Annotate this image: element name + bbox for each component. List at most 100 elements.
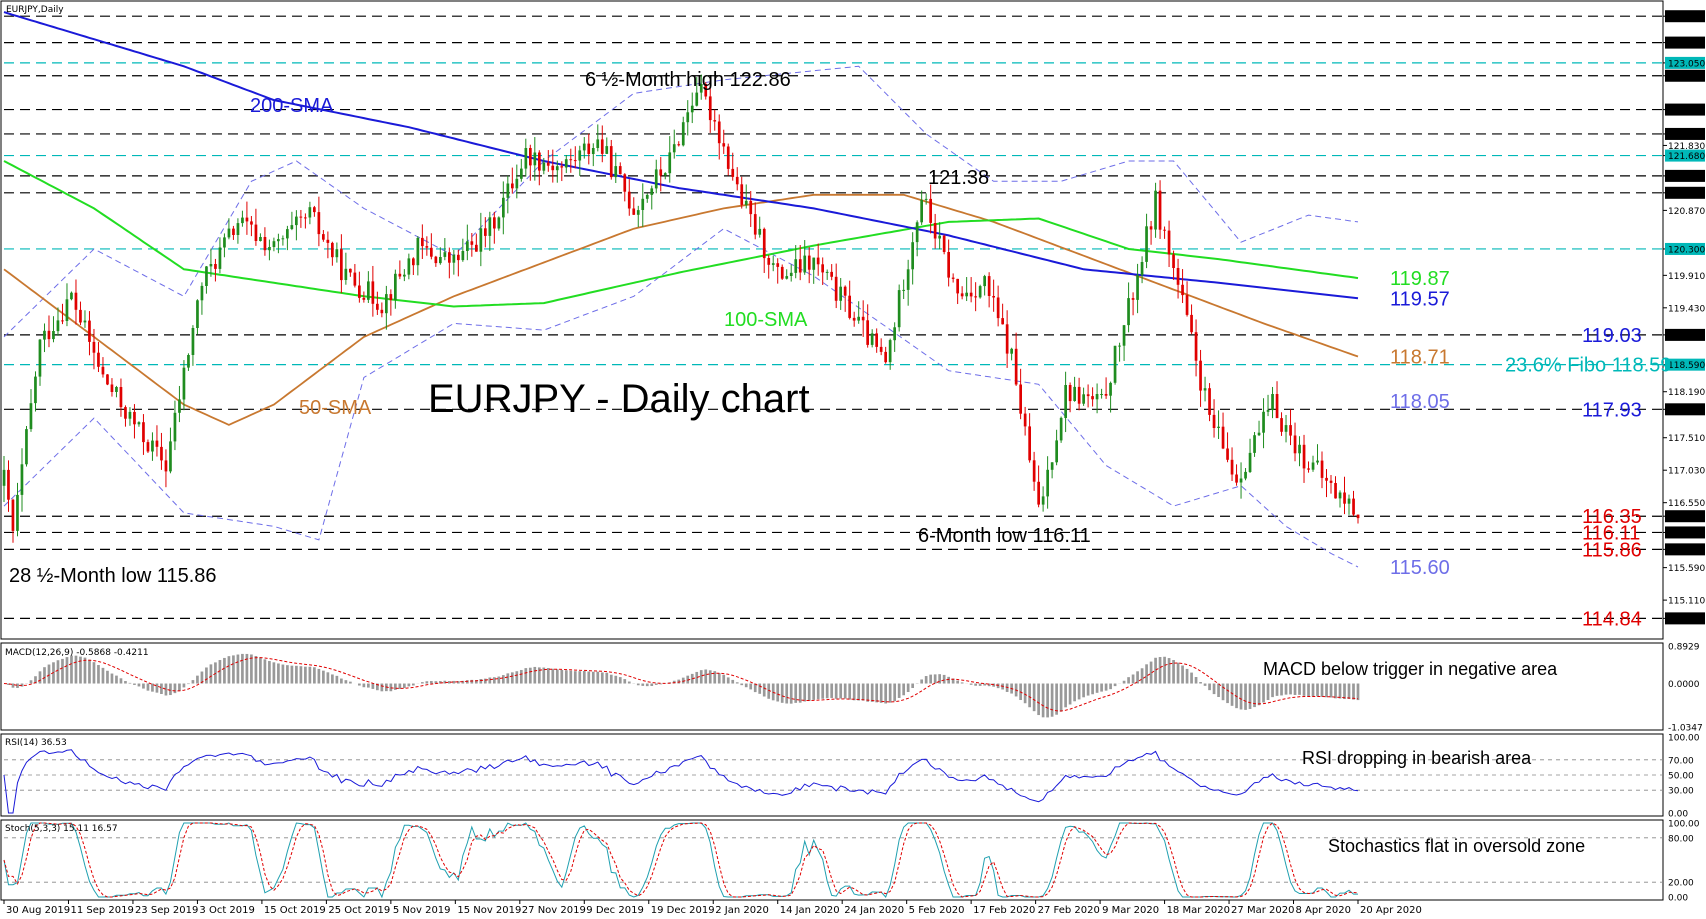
symbol-label: EURJPY,Daily — [6, 5, 64, 15]
candle-body — [380, 309, 384, 314]
candle-body — [1208, 388, 1211, 415]
candle-body — [457, 254, 460, 261]
candle-body — [969, 292, 973, 297]
price-tick-box — [1665, 149, 1705, 162]
candle-body — [511, 183, 514, 189]
date-label: 30 Aug 2019 — [6, 905, 70, 916]
candle-body — [915, 222, 919, 243]
candle-body — [439, 257, 442, 264]
oscillators: 0.89290.0000-1.0347100.0070.0050.0030.00… — [3, 643, 1703, 904]
candle-body — [214, 264, 217, 269]
sma200-label: 200-SMA — [250, 95, 334, 117]
candle-body — [582, 143, 586, 151]
candle-body — [744, 200, 748, 205]
candle-body — [974, 296, 977, 298]
bollinger-bands — [3, 65, 1359, 568]
candle-body — [555, 166, 559, 171]
candle-body — [502, 197, 505, 218]
date-label: 5 Nov 2019 — [393, 905, 451, 916]
candle-body — [956, 278, 959, 294]
right-level-label: 114.84 — [1582, 608, 1642, 630]
candle-body — [1275, 394, 1279, 419]
stoch-label: Stoch(5,3,3) 15.11 16.57 — [5, 824, 118, 834]
candle-body — [178, 399, 181, 413]
candle-body — [1190, 314, 1193, 333]
price-tick-box — [1665, 127, 1705, 140]
candle-body — [942, 235, 946, 252]
candle-body — [1329, 480, 1333, 483]
price-tick-label: 115.590 — [1668, 564, 1705, 574]
price-tick-label: 120.870 — [1668, 207, 1705, 217]
candle-body — [97, 352, 100, 367]
candle-body — [290, 225, 294, 229]
candle-body — [1235, 474, 1238, 483]
candle-body — [155, 440, 159, 447]
candle-body — [1118, 345, 1121, 347]
candle-body — [20, 464, 24, 495]
price-tick-label: 117.510 — [1668, 434, 1705, 444]
six-month-low-annotation: 6-Month low 116.11 — [918, 525, 1091, 547]
candle-body — [717, 121, 721, 144]
candle-body — [578, 150, 582, 161]
candle-body — [241, 217, 244, 224]
candle-body — [1203, 388, 1207, 391]
candle-body — [533, 152, 537, 166]
right-level-label: 117.93 — [1582, 399, 1642, 421]
candle-body — [151, 440, 154, 452]
sma50-label: 50-SMA — [299, 397, 372, 419]
candle-body — [191, 328, 195, 355]
candle-body — [1356, 514, 1360, 519]
date-label: 11 Sep 2019 — [70, 905, 133, 916]
right-level-label: 118.71 — [1390, 347, 1450, 369]
rsi-comment: RSI dropping in bearish area — [1302, 748, 1532, 768]
candle-body — [951, 277, 955, 279]
price-tick-box — [1665, 612, 1705, 625]
candle-body — [308, 207, 312, 218]
candle-body — [475, 244, 478, 252]
candle-body — [569, 159, 573, 161]
candle-body — [1289, 425, 1292, 436]
candle-body — [344, 268, 348, 280]
candle-body — [1082, 394, 1085, 404]
price-tick-box — [1665, 526, 1705, 539]
candle-body — [493, 217, 496, 229]
date-label: 19 Dec 2019 — [651, 905, 715, 916]
candle-body — [331, 242, 334, 258]
candle-body — [52, 331, 55, 340]
candle-body — [596, 139, 600, 148]
candle-body — [704, 84, 708, 97]
candle-body — [645, 194, 649, 199]
candle-body — [1136, 275, 1139, 300]
macd-tick-label: 0.0000 — [1668, 680, 1700, 690]
candle-body — [38, 339, 42, 377]
candle-body — [146, 442, 150, 452]
candle-body — [281, 238, 285, 240]
candle-body — [466, 241, 469, 251]
price-tick-label: 116.550 — [1668, 499, 1705, 509]
candle-body — [1041, 496, 1045, 505]
candle-body — [1140, 262, 1144, 276]
candle-body — [798, 259, 802, 273]
candle-body — [1122, 325, 1126, 346]
candle-body — [142, 422, 145, 443]
candle-body — [43, 330, 46, 340]
candle-body — [317, 212, 321, 235]
candle-body — [349, 268, 352, 273]
candle-body — [587, 143, 591, 154]
bollinger-lower-line — [3, 228, 1359, 568]
stoch-comment: Stochastics flat in oversold zone — [1328, 836, 1585, 856]
candle-body — [1239, 478, 1243, 483]
candle-body — [1005, 324, 1009, 354]
candle-body — [1154, 190, 1157, 230]
candle-body — [749, 200, 753, 215]
candle-body — [641, 198, 645, 210]
candle-body — [1298, 444, 1301, 454]
price-tick-label: 118.590 — [1668, 361, 1705, 371]
candle-body — [1280, 418, 1283, 432]
candle-body — [762, 228, 766, 259]
candle-body — [443, 252, 447, 257]
candle-body — [690, 105, 694, 113]
candle-body — [1253, 435, 1256, 453]
candle-body — [101, 366, 105, 375]
candle-body — [70, 292, 73, 300]
